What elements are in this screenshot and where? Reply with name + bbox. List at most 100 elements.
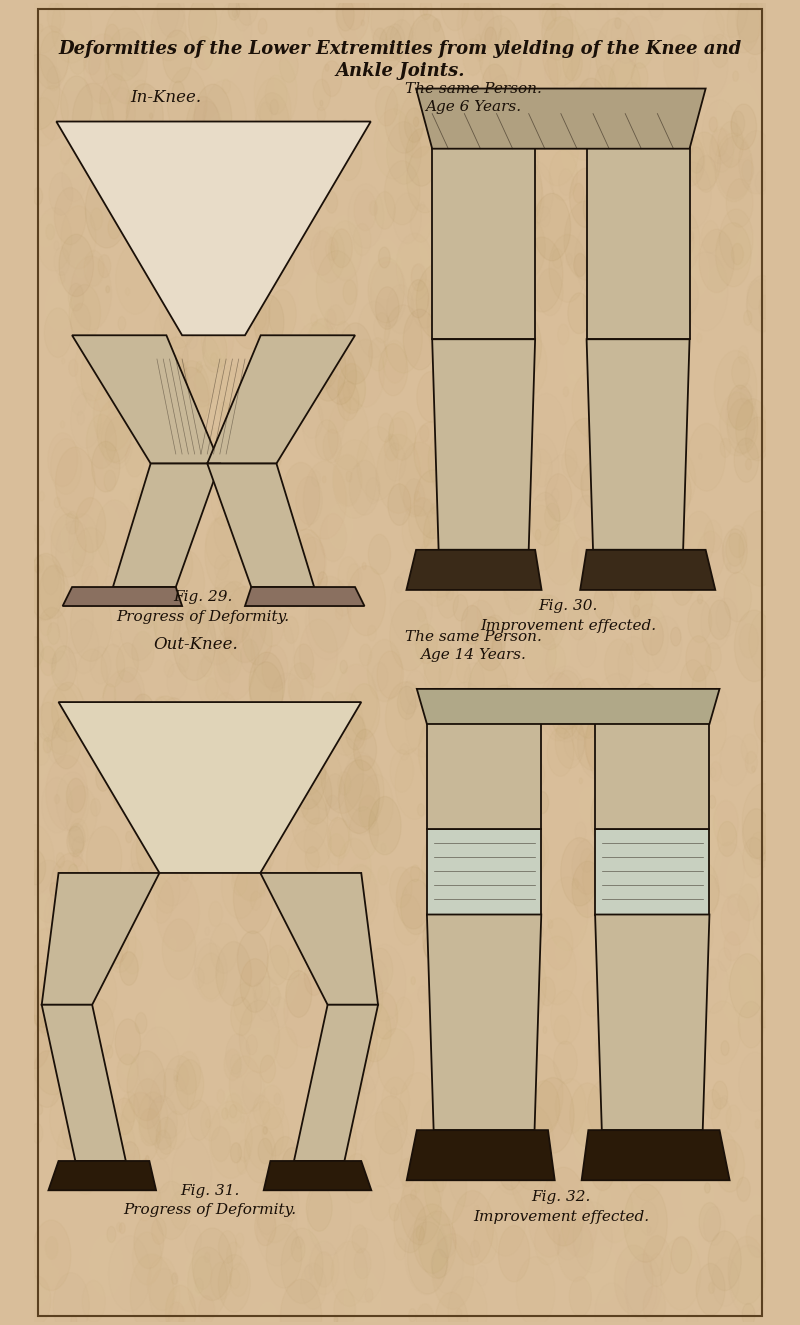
Circle shape (643, 708, 654, 729)
Circle shape (327, 818, 349, 856)
Circle shape (316, 1146, 318, 1151)
Circle shape (228, 0, 240, 20)
Circle shape (390, 867, 412, 908)
Circle shape (502, 269, 525, 309)
Circle shape (549, 648, 559, 666)
Circle shape (258, 1302, 278, 1325)
Circle shape (572, 678, 605, 738)
Circle shape (535, 530, 541, 539)
Circle shape (46, 224, 54, 240)
Circle shape (186, 412, 194, 425)
Circle shape (328, 504, 353, 549)
Circle shape (465, 269, 497, 326)
Circle shape (473, 285, 486, 309)
Circle shape (183, 632, 190, 644)
Circle shape (446, 188, 483, 254)
Circle shape (86, 171, 128, 248)
Circle shape (486, 509, 494, 523)
Circle shape (591, 782, 630, 852)
Circle shape (485, 26, 497, 48)
Circle shape (131, 694, 155, 737)
Circle shape (498, 778, 524, 825)
Circle shape (306, 1185, 332, 1231)
Polygon shape (406, 550, 542, 590)
Circle shape (486, 323, 500, 348)
Circle shape (235, 374, 258, 413)
Circle shape (462, 636, 466, 643)
Circle shape (299, 962, 308, 978)
Circle shape (194, 85, 232, 152)
Circle shape (438, 1100, 478, 1173)
Circle shape (55, 447, 95, 518)
Text: Progress of Deformity.: Progress of Deformity. (116, 610, 289, 624)
Circle shape (578, 1167, 610, 1227)
Circle shape (148, 778, 166, 808)
Polygon shape (582, 1130, 730, 1181)
Circle shape (40, 647, 56, 676)
Circle shape (95, 1110, 106, 1130)
Circle shape (600, 103, 615, 130)
Circle shape (343, 1154, 371, 1203)
Circle shape (386, 682, 426, 754)
Circle shape (322, 917, 352, 970)
Circle shape (294, 131, 333, 201)
Circle shape (513, 610, 520, 623)
Circle shape (176, 225, 183, 238)
Circle shape (441, 1059, 475, 1120)
Polygon shape (586, 339, 690, 550)
Circle shape (579, 787, 599, 823)
Circle shape (18, 1244, 53, 1308)
Circle shape (610, 113, 623, 138)
Circle shape (548, 920, 553, 929)
Circle shape (709, 1283, 714, 1293)
Circle shape (43, 738, 52, 753)
Circle shape (754, 701, 777, 742)
Circle shape (458, 896, 466, 910)
Polygon shape (207, 464, 314, 587)
Circle shape (446, 587, 454, 600)
Circle shape (736, 399, 770, 460)
Circle shape (301, 356, 320, 391)
Polygon shape (595, 914, 710, 1130)
Circle shape (432, 942, 437, 951)
Circle shape (377, 651, 403, 698)
Circle shape (452, 1191, 494, 1265)
Circle shape (717, 80, 761, 159)
Circle shape (250, 661, 283, 722)
Circle shape (230, 1142, 242, 1163)
Circle shape (46, 1236, 58, 1259)
Circle shape (346, 566, 386, 636)
Circle shape (369, 238, 402, 298)
Circle shape (399, 443, 440, 517)
Circle shape (24, 1276, 50, 1325)
Circle shape (642, 617, 663, 655)
Circle shape (456, 1309, 462, 1320)
Circle shape (35, 564, 40, 572)
Circle shape (664, 241, 695, 298)
Circle shape (446, 1110, 456, 1128)
Polygon shape (580, 550, 715, 590)
Polygon shape (427, 829, 542, 914)
Circle shape (96, 765, 110, 791)
Circle shape (738, 0, 773, 54)
Circle shape (702, 818, 711, 835)
Circle shape (409, 498, 436, 547)
Circle shape (422, 831, 461, 901)
Circle shape (231, 156, 257, 203)
Polygon shape (62, 587, 182, 606)
Polygon shape (417, 689, 719, 723)
Circle shape (570, 168, 602, 228)
Circle shape (189, 327, 223, 390)
Circle shape (760, 1011, 770, 1028)
Circle shape (705, 1089, 721, 1120)
Circle shape (120, 767, 133, 791)
Circle shape (75, 498, 106, 553)
Circle shape (388, 484, 411, 525)
Text: Improvement effected.: Improvement effected. (480, 619, 656, 633)
Circle shape (746, 458, 751, 470)
Circle shape (522, 633, 542, 670)
Circle shape (57, 1006, 96, 1077)
Circle shape (117, 1223, 122, 1232)
Circle shape (338, 382, 359, 420)
Circle shape (730, 40, 734, 48)
